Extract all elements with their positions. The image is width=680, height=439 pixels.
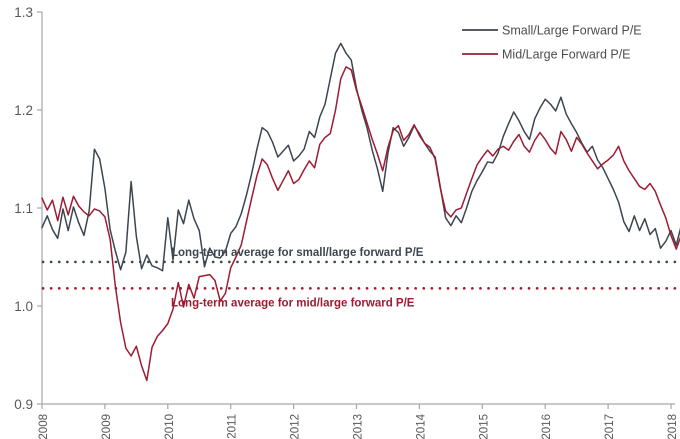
x-axis-tick-label: 2018 — [667, 414, 679, 439]
x-axis-tick-label: 2009 — [101, 414, 113, 439]
series-line — [41, 66, 680, 382]
chart-legend: Small/Large Forward P/E Mid/Large Forward… — [462, 24, 642, 62]
legend-label: Mid/Large Forward P/E — [502, 48, 631, 62]
y-axis-tick-label: 1.2 — [14, 103, 33, 118]
x-axis-tick-label: 2012 — [290, 414, 302, 439]
y-axis-tick-label: 0.9 — [14, 397, 33, 412]
x-axis-tick-label: 2014 — [415, 413, 427, 439]
series-line — [41, 42, 680, 272]
x-axis-tick-label: 2017 — [604, 414, 616, 439]
data-series — [41, 42, 680, 382]
x-axis-tick-label: 2011 — [227, 414, 239, 439]
legend-label: Small/Large Forward P/E — [502, 24, 642, 38]
x-axis: 2008 2009 2010 2011 2012 2013 2014 2015 2016 2017… — [38, 403, 679, 439]
y-axis-tick-label: 1.3 — [14, 5, 33, 20]
x-axis-tick-label: 2010 — [164, 414, 176, 439]
y-axis-tick-label: 1.1 — [14, 201, 33, 216]
reference-line-annotations: Long-term average for small/large forwar… — [171, 247, 424, 309]
y-axis-tick-label: 1.0 — [14, 299, 33, 314]
y-axis: 1.3 1.2 1.1 1.0 0.9 — [14, 5, 43, 412]
x-axis-tick-label: 2013 — [353, 414, 365, 439]
x-axis-tick-label: 2015 — [478, 414, 490, 439]
annotation-mid-large-average: Long-term average for mid/large forward … — [171, 297, 415, 309]
reference-lines — [41, 260, 677, 290]
x-axis-tick-label: 2008 — [38, 414, 50, 439]
annotation-small-large-average: Long-term average for small/large forwar… — [171, 247, 424, 259]
x-axis-tick-label: 2016 — [541, 414, 553, 439]
